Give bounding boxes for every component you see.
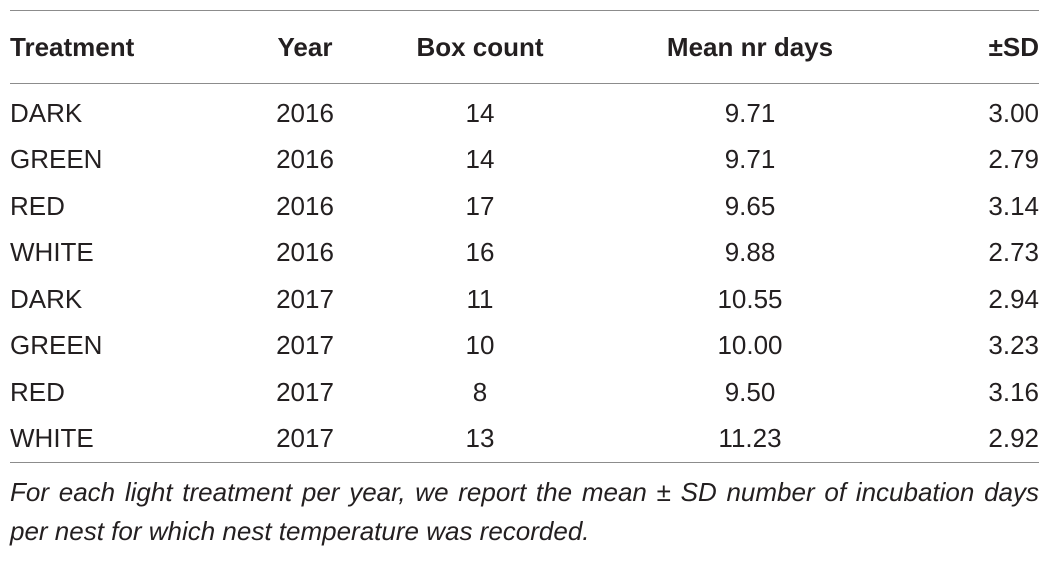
incubation-table: Treatment Year Box count Mean nr days ±S… xyxy=(10,11,1039,462)
cell-sd: 3.23 xyxy=(988,330,1039,361)
cell-box-count: 14 xyxy=(465,144,495,175)
header-sd: ±SD xyxy=(910,11,1039,84)
cell-year: 2017 xyxy=(276,283,334,314)
table-row: DARK 2017 11 10.55 2.94 xyxy=(10,276,1039,323)
cell-mean-days: 9.50 xyxy=(724,376,776,407)
cell-year: 2016 xyxy=(276,190,334,221)
table-row: GREEN 2017 10 10.00 3.23 xyxy=(10,323,1039,370)
cell-treatment: GREEN xyxy=(10,330,103,361)
header-box-count: Box count xyxy=(370,11,590,84)
cell-box-count: 17 xyxy=(465,190,495,221)
table-row: DARK 2016 14 9.71 3.00 xyxy=(10,84,1039,137)
cell-sd: 3.00 xyxy=(988,97,1039,128)
cell-box-count: 14 xyxy=(465,97,495,128)
cell-box-count: 13 xyxy=(465,423,495,454)
table-container: Treatment Year Box count Mean nr days ±S… xyxy=(10,10,1039,551)
cell-mean-days: 11.23 xyxy=(718,423,782,454)
table-row: RED 2017 8 9.50 3.16 xyxy=(10,369,1039,416)
top-rule xyxy=(10,10,1039,11)
table-row: WHITE 2016 16 9.88 2.73 xyxy=(10,230,1039,277)
cell-treatment: GREEN xyxy=(10,144,103,175)
cell-mean-days: 9.71 xyxy=(724,97,776,128)
cell-year: 2016 xyxy=(276,144,334,175)
cell-box-count: 10 xyxy=(465,330,495,361)
bottom-rule xyxy=(10,462,1039,463)
cell-year: 2017 xyxy=(276,423,334,454)
cell-treatment: DARK xyxy=(10,283,83,314)
cell-sd: 2.92 xyxy=(988,423,1039,454)
cell-treatment: RED xyxy=(10,376,65,407)
cell-box-count: 11 xyxy=(466,283,494,314)
header-row: Treatment Year Box count Mean nr days ±S… xyxy=(10,11,1039,84)
cell-year: 2017 xyxy=(276,376,334,407)
header-year: Year xyxy=(240,11,370,84)
table-footnote: For each light treatment per year, we re… xyxy=(10,477,1039,546)
table-row: WHITE 2017 13 11.23 2.92 xyxy=(10,416,1039,463)
cell-box-count: 16 xyxy=(465,237,495,268)
header-treatment: Treatment xyxy=(10,11,240,84)
cell-treatment: WHITE xyxy=(10,237,94,268)
cell-treatment: DARK xyxy=(10,97,83,128)
cell-mean-days: 9.65 xyxy=(724,190,776,221)
table-row: GREEN 2016 14 9.71 2.79 xyxy=(10,137,1039,184)
cell-box-count: 8 xyxy=(472,376,488,407)
cell-year: 2016 xyxy=(276,237,334,268)
cell-mean-days: 10.55 xyxy=(717,283,783,314)
header-mean-days: Mean nr days xyxy=(590,11,910,84)
cell-year: 2017 xyxy=(276,330,334,361)
cell-mean-days: 9.71 xyxy=(724,144,776,175)
cell-sd: 2.73 xyxy=(988,237,1039,268)
cell-mean-days: 10.00 xyxy=(717,330,783,361)
cell-treatment: RED xyxy=(10,190,65,221)
cell-sd: 2.94 xyxy=(988,283,1039,314)
cell-sd: 3.16 xyxy=(988,376,1039,407)
cell-treatment: WHITE xyxy=(10,423,94,454)
cell-sd: 3.14 xyxy=(988,190,1039,221)
cell-sd: 2.79 xyxy=(988,144,1039,175)
cell-mean-days: 9.88 xyxy=(724,237,776,268)
table-row: RED 2016 17 9.65 3.14 xyxy=(10,183,1039,230)
cell-year: 2016 xyxy=(276,97,334,128)
